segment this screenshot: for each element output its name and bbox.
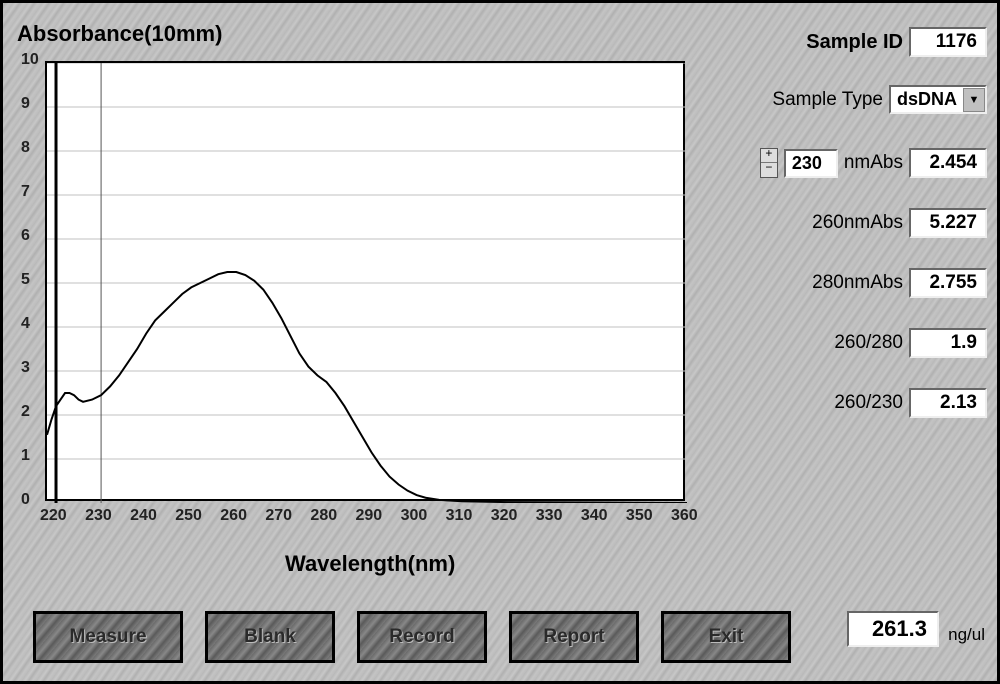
- record-button[interactable]: Record: [357, 611, 487, 663]
- chevron-down-icon[interactable]: ▼: [963, 88, 985, 112]
- y-tick-label: 8: [21, 139, 33, 157]
- ratio-260-280-label: 260/280: [834, 332, 903, 354]
- x-tick-label: 320: [491, 507, 518, 525]
- y-tick-label: 0: [21, 491, 33, 509]
- concentration-unit: ng/ul: [948, 625, 985, 645]
- chart-y-axis-title: Absorbance(10mm): [17, 21, 222, 47]
- y-tick-label: 2: [21, 403, 33, 421]
- nmabs-label: nmAbs: [844, 152, 903, 174]
- x-tick-label: 240: [130, 507, 157, 525]
- spinner-down-icon[interactable]: −: [761, 163, 777, 177]
- y-tick-label: 10: [21, 51, 33, 69]
- ratio-260-230-value: 2.13: [909, 388, 987, 418]
- ratio-260-230-label: 260/230: [834, 392, 903, 414]
- ratio-260-280-value: 1.9: [909, 328, 987, 358]
- y-tick-label: 3: [21, 359, 33, 377]
- x-tick-label: 230: [85, 507, 112, 525]
- x-tick-label: 360: [671, 507, 698, 525]
- abs280-label: 280nmAbs: [812, 272, 903, 294]
- x-tick-label: 330: [536, 507, 563, 525]
- abs260-label: 260nmAbs: [812, 212, 903, 234]
- sample-type-value: dsDNA: [891, 87, 963, 112]
- x-tick-label: 260: [220, 507, 247, 525]
- sample-id-label: Sample ID: [806, 31, 903, 54]
- x-tick-label: 300: [401, 507, 428, 525]
- wavelength-input[interactable]: 230: [784, 149, 838, 178]
- readout-panel: Sample ID 1176 Sample Type dsDNA ▼ + − 2…: [707, 27, 987, 446]
- concentration-value: 261.3: [847, 611, 939, 647]
- measure-button[interactable]: Measure: [33, 611, 183, 663]
- exit-button[interactable]: Exit: [661, 611, 791, 663]
- x-tick-label: 250: [175, 507, 202, 525]
- x-tick-label: 270: [265, 507, 292, 525]
- x-tick-label: 220: [40, 507, 67, 525]
- x-tick-label: 340: [581, 507, 608, 525]
- abs280-value: 2.755: [909, 268, 987, 298]
- blank-button[interactable]: Blank: [205, 611, 335, 663]
- y-tick-label: 9: [21, 95, 33, 113]
- nmabs-value: 2.454: [909, 148, 987, 178]
- y-tick-label: 4: [21, 315, 33, 333]
- y-tick-label: 7: [21, 183, 33, 201]
- x-tick-label: 310: [446, 507, 473, 525]
- x-tick-label: 350: [626, 507, 653, 525]
- sample-id-value: 1176: [909, 27, 987, 57]
- sample-type-label: Sample Type: [772, 89, 883, 111]
- abs260-value: 5.227: [909, 208, 987, 238]
- y-tick-label: 1: [21, 447, 33, 465]
- y-tick-label: 6: [21, 227, 33, 245]
- x-tick-label: 280: [310, 507, 337, 525]
- report-button[interactable]: Report: [509, 611, 639, 663]
- wavelength-spinner[interactable]: + −: [760, 148, 778, 178]
- x-tick-label: 290: [356, 507, 383, 525]
- button-bar: Measure Blank Record Report Exit: [33, 611, 791, 663]
- spectrum-chart: [45, 61, 685, 501]
- y-tick-label: 5: [21, 271, 33, 289]
- chart-x-axis-title: Wavelength(nm): [285, 551, 455, 577]
- sample-type-select[interactable]: dsDNA ▼: [889, 85, 987, 114]
